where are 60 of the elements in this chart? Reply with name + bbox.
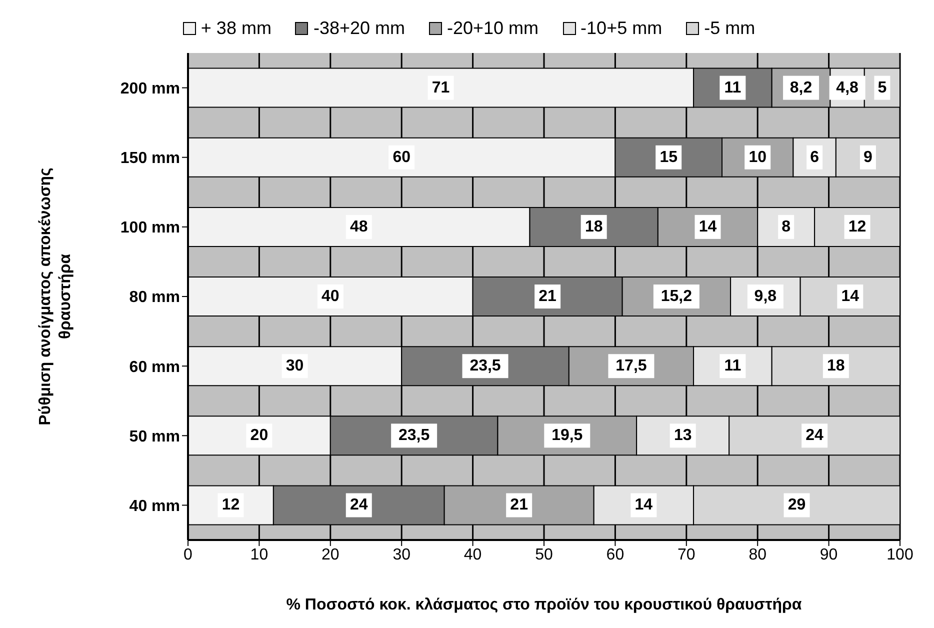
data-label: 23,5 xyxy=(398,427,430,444)
data-label: 14 xyxy=(634,496,653,514)
data-label: 11 xyxy=(724,358,742,375)
y-tick-label: 100 mm xyxy=(120,220,180,237)
data-label: 18 xyxy=(584,218,603,236)
x-tick-label: 0 xyxy=(184,546,193,564)
data-label: 40 xyxy=(322,288,340,306)
x-tick-label: 20 xyxy=(322,546,340,564)
y-tick-label: 150 mm xyxy=(120,150,180,168)
legend-label: + 38 mm xyxy=(200,18,272,39)
legend-label: -20+10 mm xyxy=(447,18,539,39)
data-label: 29 xyxy=(788,496,806,514)
x-tick-label: 100 xyxy=(886,546,914,564)
y-tick-label: 50 mm xyxy=(129,428,180,446)
x-tick-label: 10 xyxy=(250,546,268,564)
y-axis-title: Ρύθμιση ανοίγματος αποκένωσης θραυστήρα xyxy=(37,168,74,426)
data-label: 21 xyxy=(510,496,528,514)
data-label: 20 xyxy=(250,427,268,444)
x-tick-label: 30 xyxy=(392,546,411,564)
y-tick-label: 80 mm xyxy=(129,289,180,306)
data-label: 23,5 xyxy=(470,358,501,375)
data-label: 60 xyxy=(392,148,411,166)
data-label: 9 xyxy=(864,148,873,166)
data-label: 15,2 xyxy=(660,288,692,306)
x-tick-label: 50 xyxy=(535,546,553,564)
x-tick-label: 90 xyxy=(820,546,838,564)
data-label: 18 xyxy=(827,358,845,375)
x-tick-label: 40 xyxy=(464,546,482,564)
y-tick-label: 60 mm xyxy=(129,358,180,376)
data-label: 24 xyxy=(806,427,824,444)
x-tick-label: 70 xyxy=(678,546,696,564)
data-label: 30 xyxy=(286,358,304,375)
y-tick-label: 200 mm xyxy=(120,80,180,98)
data-label: 19,5 xyxy=(552,427,583,444)
data-label: 6 xyxy=(810,148,820,166)
data-label: 8,2 xyxy=(790,79,812,96)
data-label: 21 xyxy=(538,288,557,306)
legend-label: -5 mm xyxy=(704,18,756,39)
x-tick-label: 80 xyxy=(748,546,767,564)
data-label: 71 xyxy=(432,79,450,96)
data-label: 17,5 xyxy=(616,358,647,375)
legend-label: -10+5 mm xyxy=(580,18,662,39)
x-tick-label: 60 xyxy=(606,546,624,564)
data-label: 10 xyxy=(748,148,767,166)
legend-label: -38+20 mm xyxy=(313,18,405,39)
data-label: 9,8 xyxy=(754,288,777,306)
x-axis-title: % Ποσοστό κοκ. κλάσματος στο προϊόν του κρουστικού θραυστήρα xyxy=(286,596,802,614)
y-tick-label: 40 mm xyxy=(129,498,180,515)
data-label: 14 xyxy=(841,288,860,306)
data-label: 8 xyxy=(782,218,791,236)
data-label: 14 xyxy=(698,218,717,236)
data-label: 12 xyxy=(848,218,866,236)
data-label: 15 xyxy=(660,148,678,166)
data-label: 13 xyxy=(674,427,692,444)
data-label: 24 xyxy=(350,496,368,514)
data-label: 4,8 xyxy=(836,79,859,96)
data-label: 5 xyxy=(878,79,887,96)
data-label: 11 xyxy=(724,79,742,96)
data-label: 12 xyxy=(222,496,240,514)
data-label: 48 xyxy=(350,218,368,236)
